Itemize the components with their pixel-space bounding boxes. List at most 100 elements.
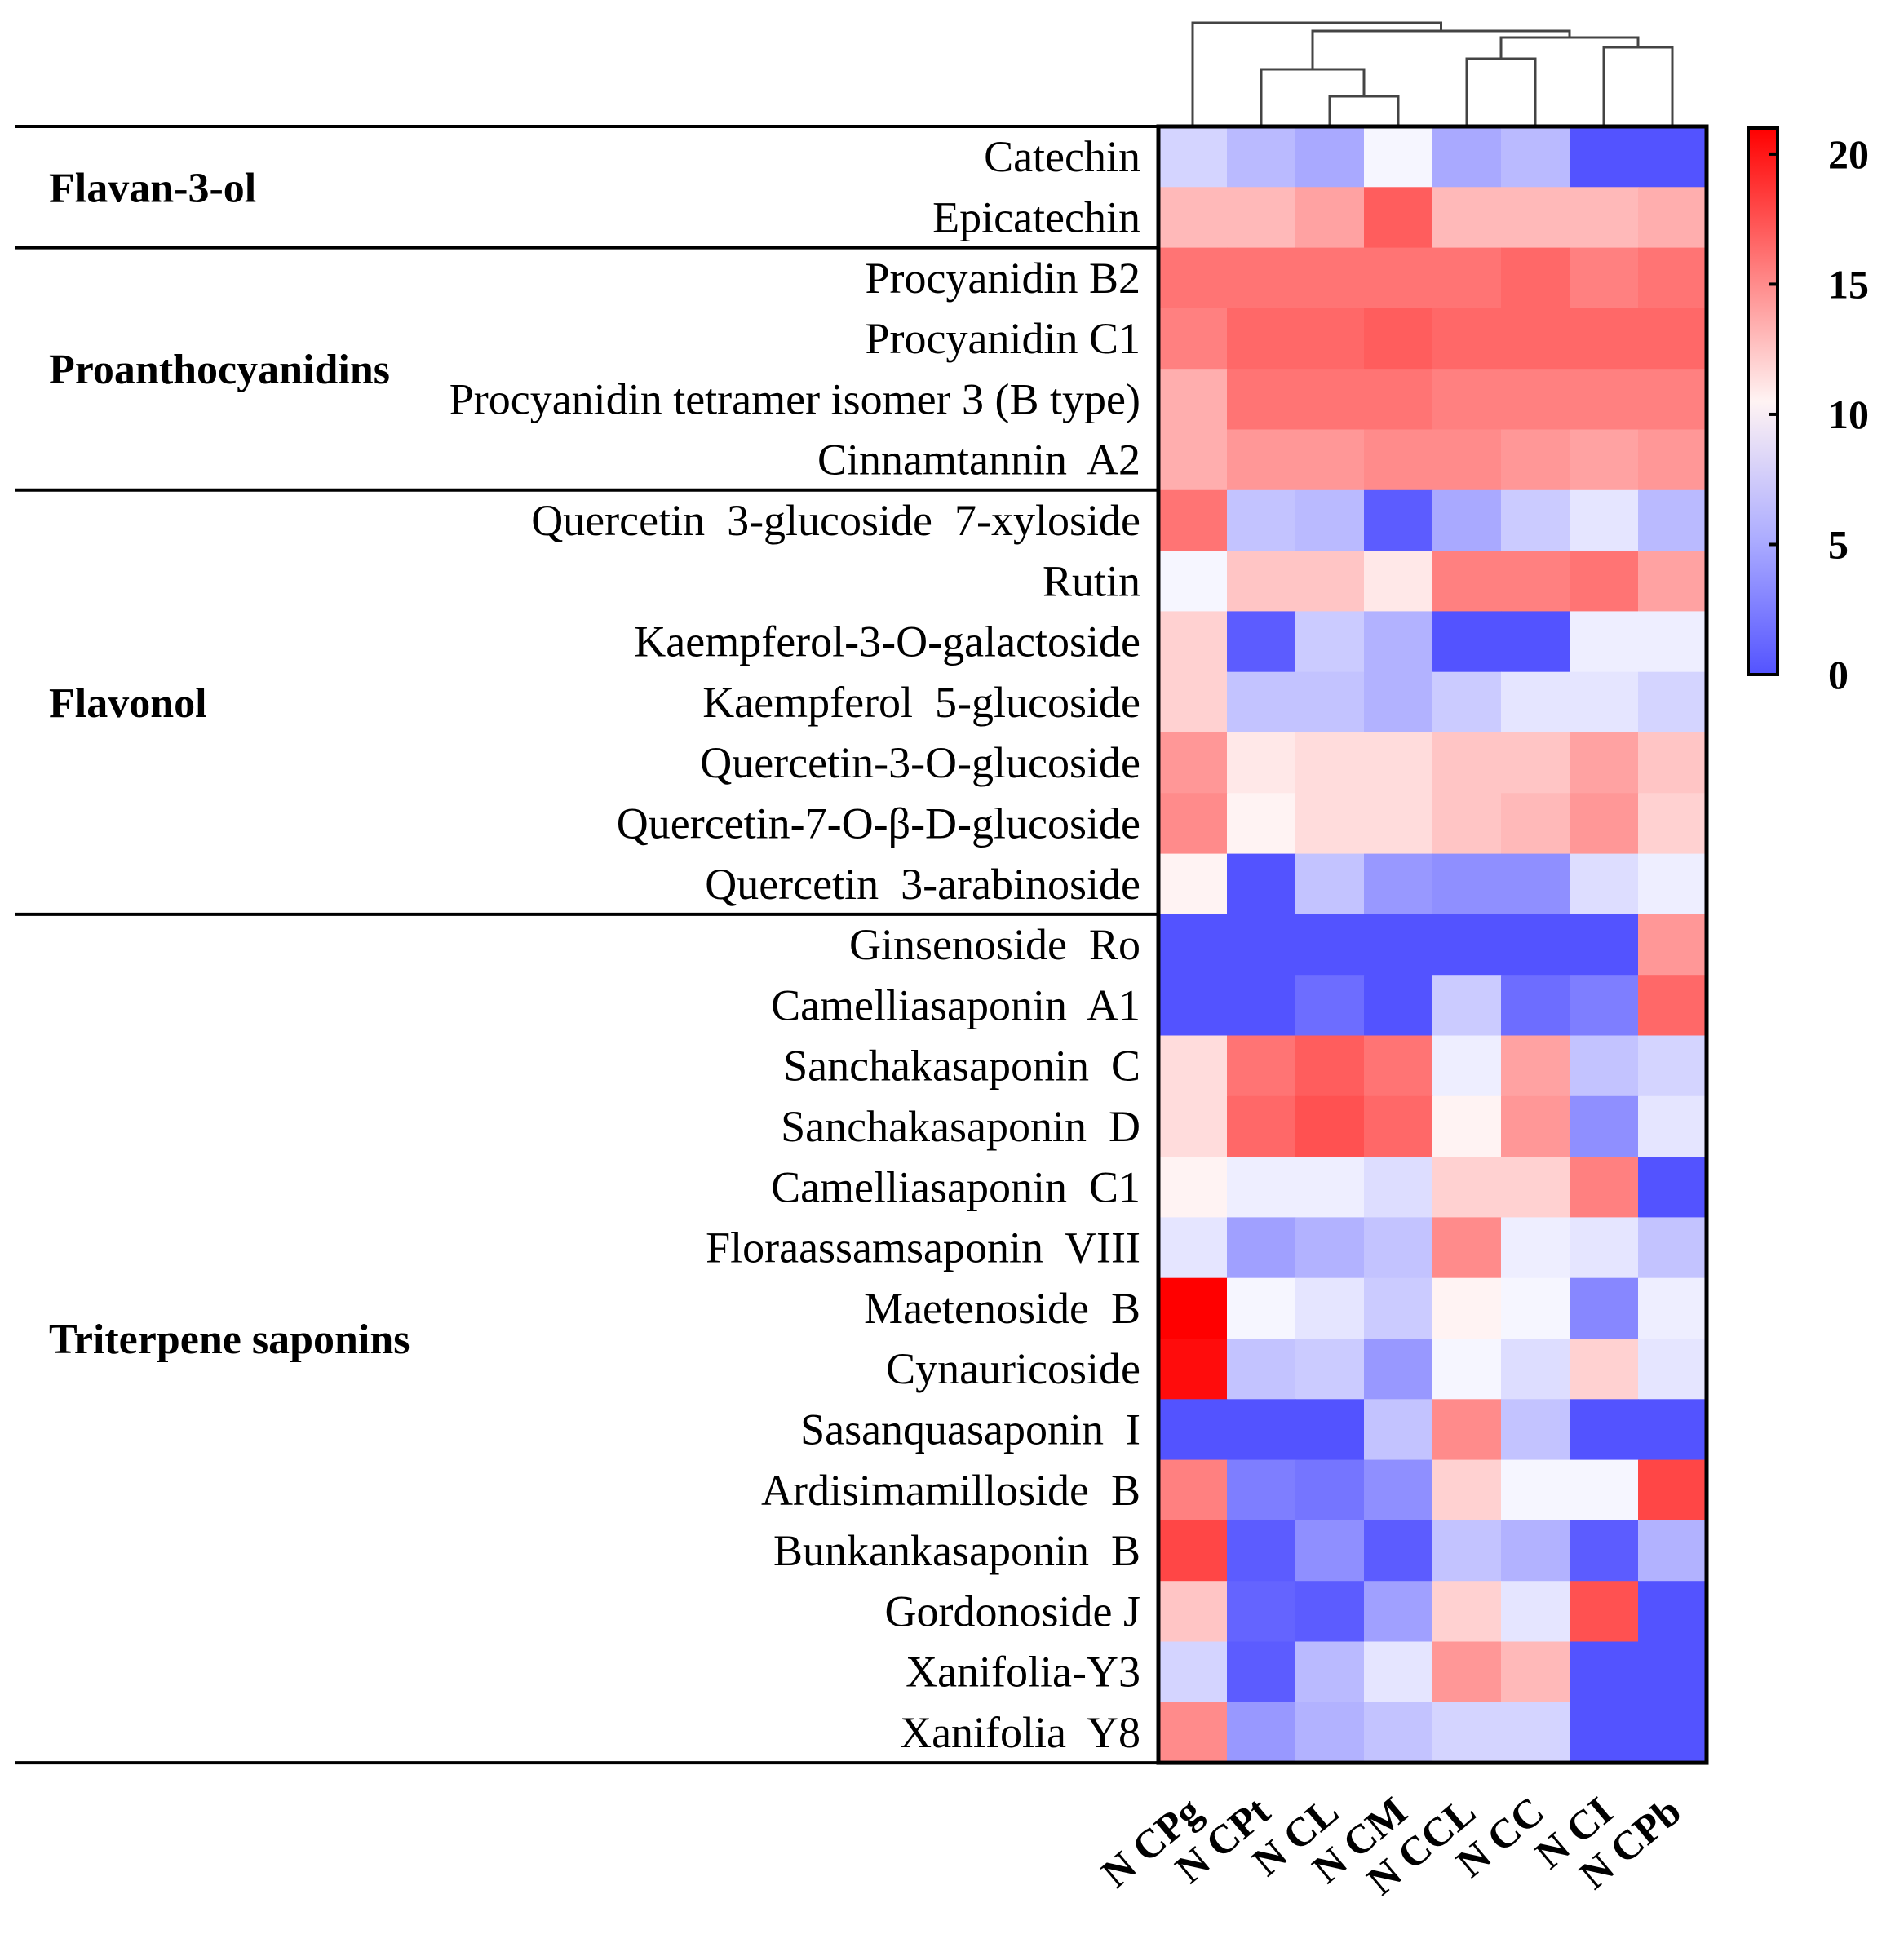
heatmap-cell (1158, 429, 1228, 491)
heatmap-cell (1158, 489, 1228, 551)
heatmap-cell (1158, 247, 1228, 309)
heatmap-cell (1570, 1459, 1639, 1521)
heatmap-cell (1570, 914, 1639, 976)
heatmap-cell (1364, 247, 1433, 309)
heatmap-cell (1501, 853, 1570, 915)
heatmap-cell (1158, 1217, 1228, 1279)
row-label: Ginsenoside Ro (849, 920, 1140, 969)
heatmap-cell (1158, 1641, 1228, 1703)
heatmap-cell (1158, 1581, 1228, 1643)
heatmap-cell (1570, 1702, 1639, 1764)
heatmap-cell (1638, 429, 1707, 491)
colorbar-tick-label: 10 (1828, 392, 1869, 437)
heatmap-cell (1432, 369, 1502, 431)
heatmap-cell (1432, 975, 1502, 1037)
heatmap-cell (1227, 914, 1296, 976)
heatmap-cell (1364, 1095, 1433, 1157)
heatmap-cell (1227, 1581, 1296, 1643)
heatmap-cell (1432, 914, 1502, 976)
heatmap-cell (1227, 187, 1296, 249)
row-label: Camelliasaponin C1 (771, 1162, 1140, 1211)
heatmap-cell (1501, 671, 1570, 733)
row-label: Quercetin 3-glucoside 7-xyloside (531, 496, 1140, 545)
dendrogram-branch (1602, 46, 1674, 126)
heatmap-cell (1570, 126, 1639, 188)
dendrogram-branch (1260, 68, 1366, 126)
heatmap-cell (1501, 611, 1570, 673)
heatmap-cell (1638, 551, 1707, 612)
heatmap-cell (1364, 126, 1433, 188)
heatmap-cell (1295, 1277, 1365, 1339)
heatmap-cell (1570, 187, 1639, 249)
group-label: Flavan-3-ol (49, 165, 256, 211)
heatmap-cell (1227, 853, 1296, 915)
heatmap-cell (1570, 551, 1639, 612)
heatmap-cell (1638, 914, 1707, 976)
heatmap-cell (1158, 732, 1228, 794)
heatmap-cell (1570, 1399, 1639, 1461)
heatmap-cell (1295, 369, 1365, 431)
heatmap-cell (1158, 126, 1228, 188)
heatmap-cell (1501, 793, 1570, 855)
heatmap-cell (1501, 1157, 1570, 1218)
heatmap-cell (1432, 1277, 1502, 1339)
heatmap-cell (1295, 1157, 1365, 1218)
heatmap-cell (1295, 1399, 1365, 1461)
heatmap-cell (1364, 187, 1433, 249)
heatmap-cell (1364, 308, 1433, 370)
heatmap-cell (1295, 126, 1365, 188)
heatmap-cell (1364, 1399, 1433, 1461)
row-label: Bunkankasaponin B (773, 1526, 1140, 1575)
heatmap-cell (1227, 369, 1296, 431)
row-label: Xanifolia Y8 (900, 1708, 1140, 1757)
heatmap-cell (1158, 671, 1228, 733)
heatmap-cell (1432, 1339, 1502, 1400)
heatmap-cell (1501, 551, 1570, 612)
row-label: Quercetin-3-O-glucoside (700, 738, 1140, 787)
heatmap-cell (1432, 1641, 1502, 1703)
row-label: Kaempferol-3-O-galactoside (634, 617, 1140, 666)
dendrogram-branch (1465, 57, 1537, 126)
heatmap-cell (1227, 308, 1296, 370)
heatmap-cell (1501, 1339, 1570, 1400)
row-label: Quercetin-7-O-β-D-glucoside (617, 799, 1140, 848)
heatmap-cell (1638, 126, 1707, 188)
heatmap-cell (1570, 247, 1639, 309)
heatmap-cell (1570, 308, 1639, 370)
heatmap-cell (1158, 1702, 1228, 1764)
row-label: Catechin (984, 132, 1140, 181)
heatmap-cell (1638, 187, 1707, 249)
row-label: Sanchakasaponin C (783, 1042, 1140, 1091)
heatmap-cell (1638, 975, 1707, 1037)
heatmap-cell (1638, 489, 1707, 551)
heatmap-cell (1638, 793, 1707, 855)
heatmap-cell (1158, 853, 1228, 915)
heatmap-cell (1570, 429, 1639, 491)
colorbar-tick-label: 15 (1828, 261, 1869, 307)
heatmap-cell (1158, 1459, 1228, 1521)
heatmap-cell (1432, 1520, 1502, 1582)
heatmap-cell (1638, 1581, 1707, 1643)
heatmap-cell (1158, 1035, 1228, 1097)
heatmap-cell (1158, 1399, 1228, 1461)
heatmap-cell (1364, 1157, 1433, 1218)
heatmap-cell (1364, 429, 1433, 491)
heatmap-cell (1227, 126, 1296, 188)
heatmap-cell (1295, 429, 1365, 491)
row-label: Floraassamsaponin VIII (706, 1224, 1140, 1272)
heatmap-cell (1158, 1520, 1228, 1582)
heatmap-cells (1158, 126, 1707, 1764)
heatmap-cell (1364, 1581, 1433, 1643)
heatmap-cell (1158, 1339, 1228, 1400)
heatmap-cell (1364, 489, 1433, 551)
heatmap-cell (1227, 1459, 1296, 1521)
heatmap-cell (1295, 975, 1365, 1037)
heatmap-cell (1432, 853, 1502, 915)
heatmap-cell (1227, 793, 1296, 855)
heatmap-cell (1364, 1520, 1433, 1582)
heatmap-cell (1638, 1459, 1707, 1521)
colorbar: 20 15 10 5 0 (1747, 126, 1869, 697)
heatmap-cell (1364, 551, 1433, 612)
heatmap-cell (1158, 1095, 1228, 1157)
